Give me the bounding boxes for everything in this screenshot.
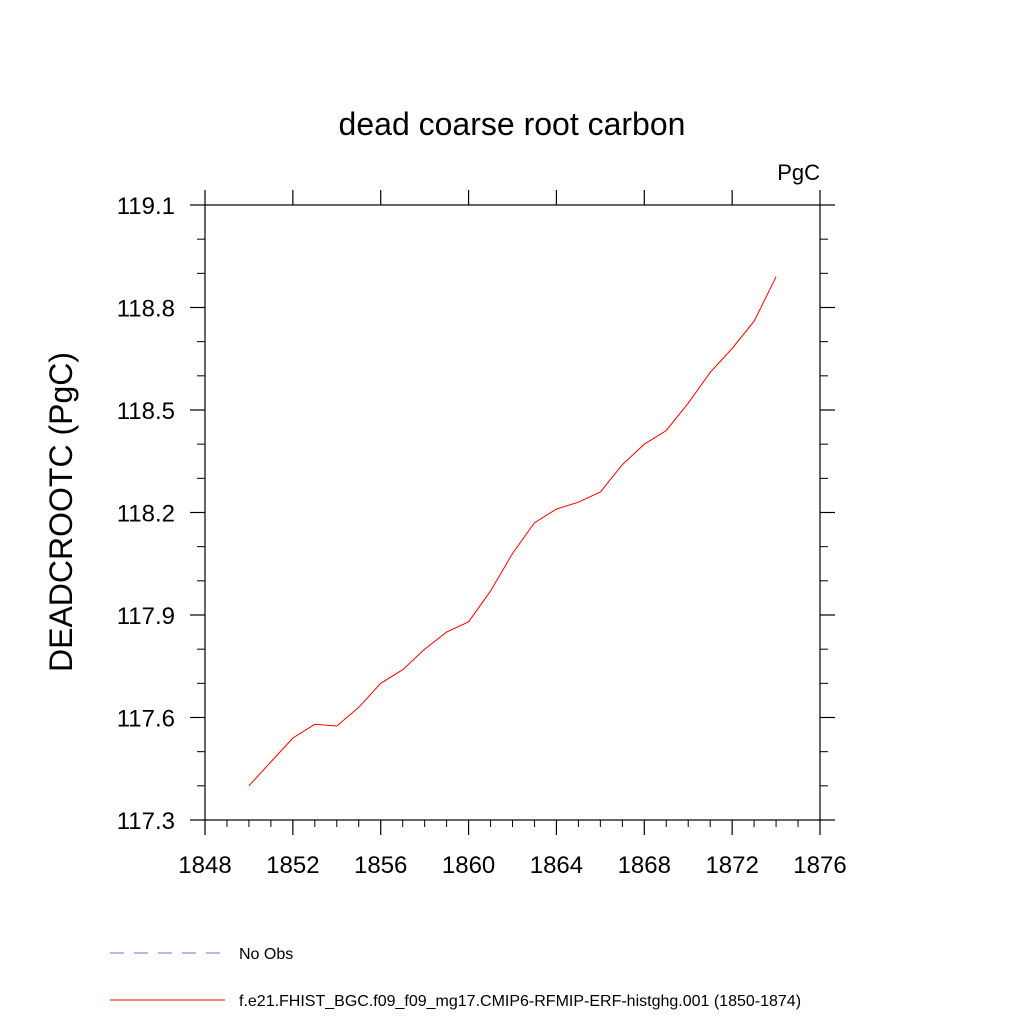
units-label: PgC xyxy=(777,160,820,185)
x-tick-label: 1872 xyxy=(705,852,758,879)
x-tick-label: 1860 xyxy=(442,852,495,879)
y-tick-label: 119.1 xyxy=(117,193,175,220)
legend-label: f.e21.FHIST_BGC.f09_f09_mg17.CMIP6-RFMIP… xyxy=(239,993,801,1010)
x-tick-label: 1856 xyxy=(354,852,407,879)
y-tick-label: 118.5 xyxy=(117,398,175,425)
x-tick-label: 1876 xyxy=(793,852,846,879)
series-group xyxy=(248,276,777,787)
x-tick-label: 1864 xyxy=(530,852,583,879)
legend: No Obs f.e21.FHIST_BGC.f09_f09_mg17.CMIP6… xyxy=(110,946,801,1010)
y-tick-label: 117.3 xyxy=(117,808,175,835)
legend-label: No Obs xyxy=(239,946,293,963)
series-line xyxy=(248,276,777,787)
y-tick-label: 118.2 xyxy=(117,501,175,528)
y-tick-label: 117.9 xyxy=(117,603,175,630)
x-tick-label: 1848 xyxy=(178,852,231,879)
y-tick-label: 117.6 xyxy=(117,706,175,733)
plot-frame xyxy=(204,204,821,821)
y-axis-label: DEADCROOTC (PgC) xyxy=(43,352,79,672)
y-tick-label: 118.8 xyxy=(117,296,175,323)
x-tick-label: 1868 xyxy=(618,852,671,879)
chart-title: dead coarse root carbon xyxy=(339,106,686,142)
axis-ticks: 1848 1852 1856 1860 1864 1868 1872 1876 117.3 117… xyxy=(117,190,847,879)
x-tick-label: 1852 xyxy=(266,852,319,879)
